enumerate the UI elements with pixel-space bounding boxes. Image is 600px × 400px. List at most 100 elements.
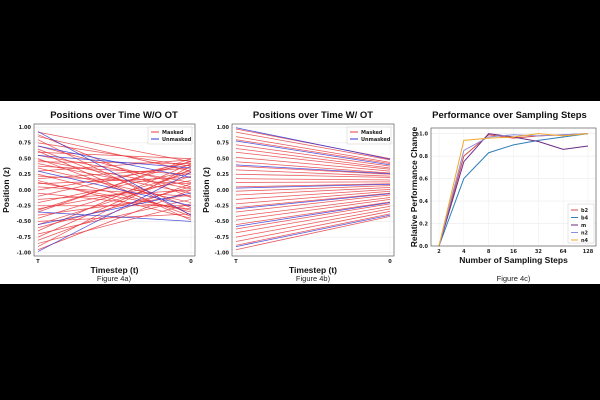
series-line-n4: [438, 133, 589, 247]
trajectory-line-unmasked: [37, 145, 192, 178]
y-tick-label: 0.25: [217, 172, 230, 178]
chart-title: Positions over Time W/O OT: [50, 110, 178, 121]
trajectory-line-masked: [37, 182, 192, 211]
x-axis-label: Timestep (t): [289, 265, 337, 275]
trajectory-line-masked: [37, 163, 192, 194]
trajectory-line-masked: [37, 131, 192, 163]
trajectory-line-masked: [37, 142, 192, 167]
legend-label: m: [581, 223, 586, 229]
trajectory-line-masked: [37, 192, 192, 210]
plot-frame: [430, 127, 597, 247]
trajectory-line-unmasked: [235, 140, 391, 166]
trajectory-line-masked: [235, 205, 391, 234]
trajectory-line-masked: [235, 183, 391, 188]
trajectory-line-masked: [235, 197, 391, 217]
trajectory-line-masked: [37, 168, 192, 238]
trajectory-line-unmasked: [235, 164, 391, 175]
legend-label: b4: [581, 215, 589, 221]
y-tick-label: 0.50: [19, 156, 32, 162]
figure-panel: [0, 101, 600, 284]
y-tick-label: -1.00: [17, 251, 32, 257]
trajectory-line-unmasked: [37, 211, 192, 222]
y-axis-label: Position (z): [1, 167, 11, 213]
trajectory-line-unmasked: [37, 192, 192, 225]
trajectory-line-masked: [235, 203, 391, 230]
x-tick-label: 0: [189, 259, 193, 265]
y-tick-label: -0.50: [17, 219, 32, 225]
trajectory-line-masked: [235, 216, 391, 251]
y-tick-label: -1.00: [215, 251, 230, 257]
trajectory-line-masked: [37, 165, 192, 175]
chart-title: Performance over Sampling Steps: [432, 110, 587, 121]
y-axis-label: Relative Performance Change: [409, 127, 419, 248]
trajectory-line-masked: [37, 155, 192, 183]
x-tick-label: 2: [437, 249, 441, 255]
trajectory-line-masked: [235, 148, 391, 169]
trajectory-line-masked: [235, 213, 391, 246]
trajectory-line-unmasked: [37, 170, 192, 207]
legend-label: Unmasked: [162, 137, 192, 143]
chart-title: Positions over Time W/ OT: [253, 110, 373, 121]
trajectory-line-masked: [37, 186, 192, 197]
trajectory-line-masked: [37, 213, 192, 222]
legend-label: Unmasked: [361, 137, 391, 143]
legend-label: b2: [581, 208, 589, 214]
x-tick-label: 0: [388, 259, 392, 265]
trajectory-line-masked: [235, 187, 391, 196]
y-tick-label: 0.25: [19, 172, 32, 178]
y-tick-label: -0.50: [215, 219, 230, 225]
trajectory-line-masked: [235, 131, 391, 161]
trajectory-line-masked: [37, 136, 192, 172]
y-tick-label: 0.00: [19, 188, 32, 194]
trajectory-line-masked: [235, 194, 391, 213]
figure-caption: Figure 4b): [296, 274, 331, 283]
legend-label: Masked: [361, 130, 383, 136]
trajectory-line-masked: [235, 192, 391, 208]
trajectory-line-unmasked: [235, 183, 391, 189]
trajectory-line-masked: [235, 188, 391, 200]
trajectory-line-masked: [37, 172, 192, 219]
trajectory-line-masked: [37, 186, 192, 229]
trajectory-line-masked: [235, 181, 391, 183]
trajectory-line-masked: [37, 170, 192, 203]
x-axis-label: Number of Sampling Steps: [459, 255, 568, 265]
trajectory-line-masked: [37, 151, 192, 159]
trajectory-line-masked: [37, 159, 192, 190]
trajectory-line-unmasked: [235, 214, 391, 247]
trajectory-line-masked: [235, 201, 391, 225]
x-tick-label: 32: [535, 249, 542, 255]
x-tick-label: T: [36, 259, 40, 265]
trajectory-line-unmasked: [235, 127, 391, 160]
trajectory-line-masked: [37, 203, 192, 244]
trajectory-line-masked: [235, 151, 391, 170]
trajectory-line-masked: [235, 185, 391, 192]
trajectory-line-unmasked: [235, 202, 391, 227]
trajectory-line-masked: [235, 173, 391, 178]
y-tick-label: 0.75: [19, 141, 32, 147]
trajectory-line-unmasked: [37, 131, 192, 216]
trajectory-line-masked: [37, 160, 192, 211]
trajectory-line-masked: [37, 161, 192, 164]
legend-label: Masked: [162, 130, 184, 136]
trajectory-line-masked: [235, 169, 391, 177]
x-tick-label: 4: [462, 249, 466, 255]
trajectory-line-unmasked: [235, 193, 391, 210]
trajectory-line-masked: [235, 199, 391, 221]
x-tick-label: 16: [510, 249, 517, 255]
trajectory-line-masked: [37, 177, 192, 185]
figure-caption: Figure 4c): [497, 274, 531, 283]
x-tick-label: 64: [560, 249, 567, 255]
y-tick-label: 0.50: [217, 156, 230, 162]
trajectory-line-masked: [235, 139, 391, 164]
legend-label: n2: [581, 230, 589, 236]
series-line-n2: [438, 133, 589, 247]
figure-svg: Positions over Time W/O OT1.000.750.500.…: [1, 110, 597, 283]
plot-frame: [33, 123, 196, 257]
y-tick-label: 0.6: [419, 176, 428, 182]
x-tick-label: 8: [487, 249, 491, 255]
y-tick-label: 1.00: [217, 125, 230, 131]
y-tick-label: 1.0: [419, 131, 428, 137]
y-tick-label: 0.2: [419, 221, 428, 227]
x-tick-label: T: [234, 259, 238, 265]
trajectory-line-masked: [235, 208, 391, 238]
